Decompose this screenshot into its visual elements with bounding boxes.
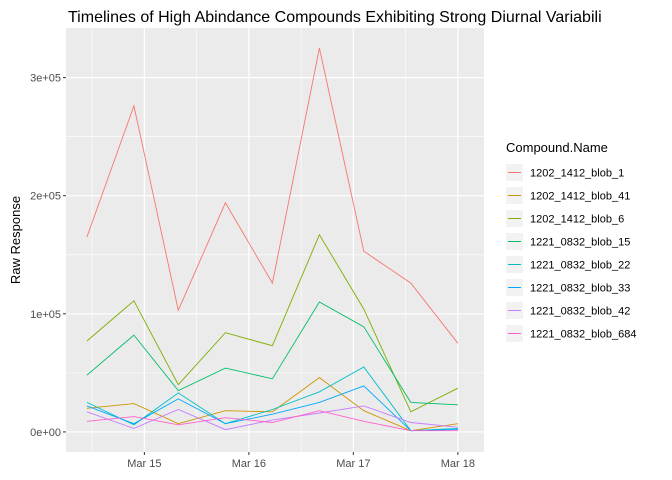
legend-label-1202_1412_blob_6: 1202_1412_blob_6 [530,214,624,226]
x-axis: Mar 15 Mar 16 Mar 17 Mar 18 [127,452,475,470]
legend-label-1202_1412_blob_41: 1202_1412_blob_41 [530,191,630,203]
series-line-1202_1412_blob_1 [86,48,459,344]
y-axis: 0e+00 1e+05 2e+05 3e+05 [30,73,66,439]
y-tick-label: 1e+05 [30,309,61,321]
y-tick-label: 0e+00 [30,427,61,439]
legend-title: Compound.Name [506,140,608,155]
chart-title: Timelines of High Abindance Compounds Ex… [68,9,602,26]
x-tick-label: Mar 18 [441,458,475,470]
grid-major [66,28,484,452]
series-line-1202_1412_blob_41 [86,377,458,432]
series-line-1221_0832_blob_684 [86,410,458,432]
series-line-1221_0832_blob_22 [86,366,458,432]
y-axis-title: Raw Response [8,196,23,284]
legend-label-1221_0832_blob_684: 1221_0832_blob_684 [530,329,636,341]
x-tick-label: Mar 15 [127,458,161,470]
series-lines [86,48,459,432]
y-tick-label: 2e+05 [30,191,61,203]
x-tick-label: Mar 17 [336,458,370,470]
series-line-1221_0832_blob_33 [86,385,458,432]
series-line-1221_0832_blob_42 [86,405,458,431]
grid-minor [66,28,484,452]
legend-label-1202_1412_blob_1: 1202_1412_blob_1 [530,168,624,180]
legend-label-1221_0832_blob_22: 1221_0832_blob_22 [530,260,630,272]
legend-label-1221_0832_blob_42: 1221_0832_blob_42 [530,306,630,318]
legend-label-1221_0832_blob_33: 1221_0832_blob_33 [530,283,630,295]
series-line-1221_0832_blob_15 [86,301,458,406]
panel-background [66,28,484,452]
y-tick-label: 3e+05 [30,73,61,85]
legend: Compound.Name 1202_1412_blob_1 1202_1412_… [506,140,636,342]
x-tick-label: Mar 16 [232,458,266,470]
legend-label-1221_0832_blob_15: 1221_0832_blob_15 [530,237,630,249]
